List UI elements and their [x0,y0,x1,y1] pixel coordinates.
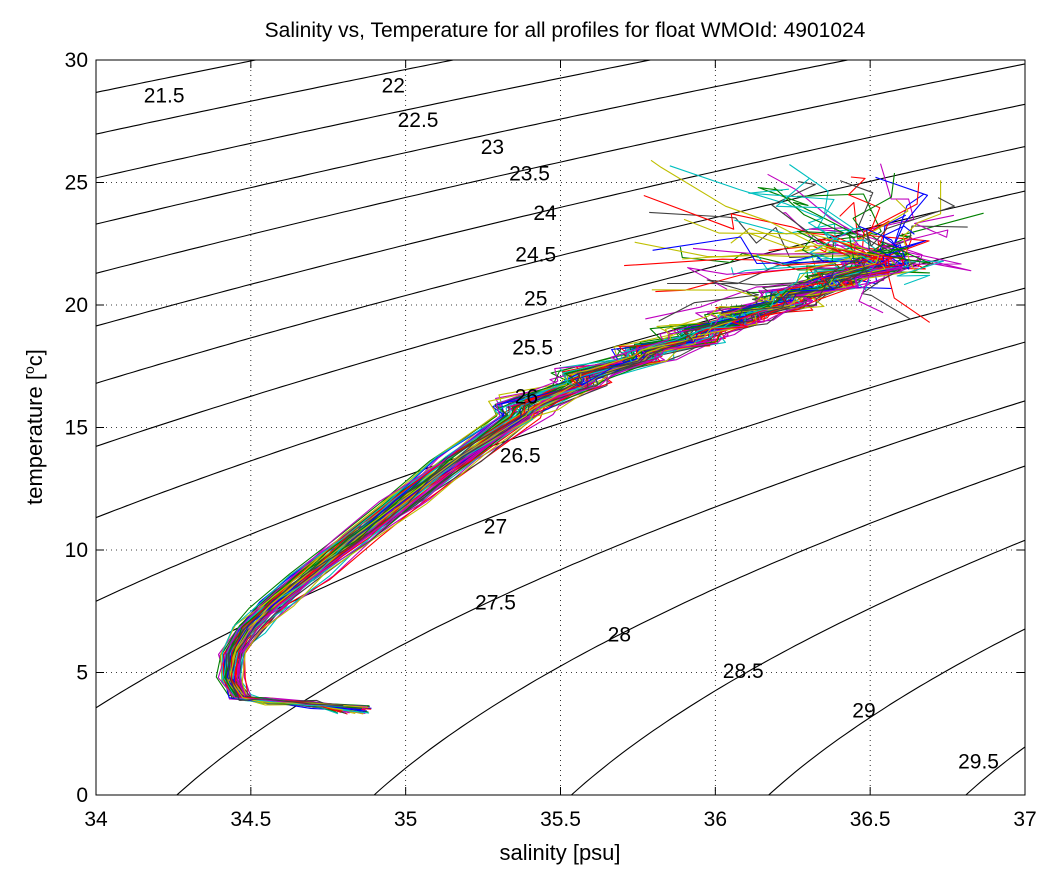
x-tick-label: 35 [394,808,417,831]
y-axis-label-end: c] [22,349,47,366]
density-contour-line [96,60,259,93]
density-contour-line [96,60,851,225]
density-contour-label: 23.5 [509,163,550,186]
y-tick-label: 5 [76,662,88,685]
density-contour-label: 29 [852,699,875,722]
x-axis-ticks: 34 34.5 35 35.5 36 36.5 37 [84,60,1037,831]
density-contour-label: 26 [515,386,538,409]
density-contour-label: 27.5 [475,591,516,614]
profile-lines [215,159,984,715]
x-tick-label: 36 [704,808,727,831]
y-axis-label: temperature [oc] [21,349,47,505]
profile-line [224,186,867,709]
x-tick-label: 35.5 [540,808,581,831]
density-contour-line [96,146,1025,384]
profile-line [227,259,869,707]
density-contour-line [96,341,1025,709]
density-contour-label: 24.5 [515,244,556,267]
profile-line [226,264,872,708]
y-axis-label-superscript: o [21,366,37,374]
x-tick-label: 34.5 [230,808,271,831]
x-tick-label: 36.5 [850,808,891,831]
density-contour-line [96,103,1025,327]
density-contour-label: 21.5 [144,84,185,107]
density-contour-line [96,287,1025,602]
density-contour-label: 22 [382,75,405,98]
y-tick-label: 10 [65,539,88,562]
density-contour-line [767,628,1025,795]
chart-title: Salinity vs, Temperature for all profile… [265,19,866,42]
density-contour-label: 27 [484,516,507,539]
x-tick-label: 34 [84,808,108,831]
density-contour-line [176,400,1025,795]
profile-line [235,236,907,713]
density-contour-label: 22.5 [398,109,439,132]
y-tick-label: 20 [65,294,88,317]
profile-line [238,243,903,710]
density-contour-label: 28 [608,623,631,646]
profile-line [217,262,884,708]
density-contour-label: 29.5 [958,751,999,774]
density-contour-label: 28.5 [723,660,764,683]
density-contour-label: 24 [533,202,557,225]
profile-line [221,178,855,707]
y-tick-label: 0 [76,784,88,807]
density-contours [96,60,1025,795]
x-axis-label: salinity [psu] [499,840,620,865]
y-tick-label: 30 [65,49,88,72]
density-contour-line [570,539,1025,795]
density-contour-label: 23 [481,136,504,159]
density-contour-line [96,63,1025,274]
density-contour-label: 26.5 [500,444,541,467]
y-tick-label: 15 [65,417,88,440]
density-contour-line [96,60,456,135]
y-axis-label-main: temperature [ [22,374,47,505]
density-contour-label: 25.5 [512,337,553,360]
x-tick-label: 37 [1013,808,1036,831]
density-contour-line [373,465,1025,795]
density-contour-line [96,60,654,179]
density-contour-label: 25 [524,288,547,311]
y-tick-label: 25 [65,172,88,195]
y-axis-ticks: 0 5 10 15 20 25 30 [65,49,1025,807]
